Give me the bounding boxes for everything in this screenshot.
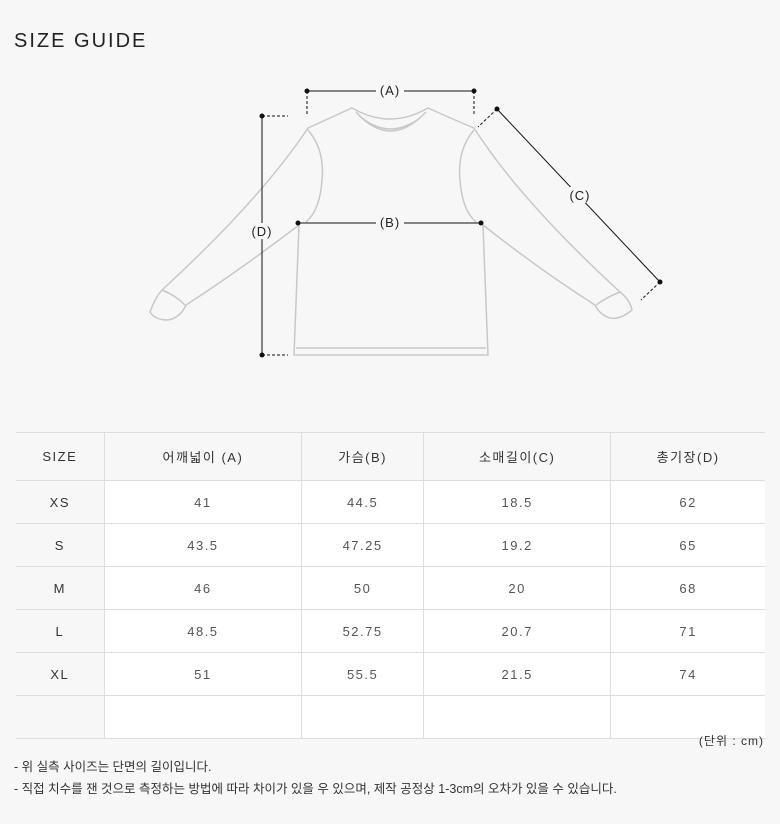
table-row: XL 51 55.5 21.5 74 xyxy=(16,652,765,696)
table-cell xyxy=(103,695,303,739)
table-cell: 21.5 xyxy=(423,652,612,696)
measure-lines xyxy=(259,88,663,358)
table-cell: 71 xyxy=(610,609,765,653)
table-cell xyxy=(16,695,105,739)
table-cell: 41 xyxy=(103,480,303,524)
table-cell: 50 xyxy=(301,566,425,610)
size-table: SIZE 어깨넓이 (A) 가슴(B) 소매길이(C) 총기장(D) XS 41 4… xyxy=(16,432,765,739)
label-a: (A) xyxy=(380,83,400,98)
table-cell: 19.2 xyxy=(423,523,612,567)
table-cell: 43.5 xyxy=(103,523,303,567)
table-row: S 43.5 47.25 19.2 65 xyxy=(16,523,765,567)
table-cell xyxy=(301,695,425,739)
table-cell: 20 xyxy=(423,566,612,610)
label-d: (D) xyxy=(251,224,272,239)
table-row xyxy=(16,695,765,739)
table-cell: L xyxy=(16,609,105,653)
table-cell: 62 xyxy=(610,480,765,524)
table-cell: 68 xyxy=(610,566,765,610)
table-cell: 51 xyxy=(103,652,303,696)
header-sleeve: 소매길이(C) xyxy=(423,432,612,481)
header-chest: 가슴(B) xyxy=(301,432,425,481)
table-cell: 65 xyxy=(610,523,765,567)
table-cell: 44.5 xyxy=(301,480,425,524)
header-shoulder: 어깨넓이 (A) xyxy=(103,432,303,481)
table-cell xyxy=(610,695,765,739)
table-cell: 18.5 xyxy=(423,480,612,524)
table-cell: 74 xyxy=(610,652,765,696)
table-cell: 48.5 xyxy=(103,609,303,653)
table-cell: 52.75 xyxy=(301,609,425,653)
table-cell: 47.25 xyxy=(301,523,425,567)
page-title: SIZE GUIDE xyxy=(14,30,148,52)
table-cell: S xyxy=(16,523,105,567)
table-cell: XL xyxy=(16,652,105,696)
table-cell: 46 xyxy=(103,566,303,610)
table-cell: XS xyxy=(16,480,105,524)
table-cell: M xyxy=(16,566,105,610)
label-c: (C) xyxy=(569,188,590,203)
header-length: 총기장(D) xyxy=(610,432,765,481)
sweater-diagram: (A) (B) (C) (D) xyxy=(149,82,663,358)
unit-label: (단위 : cm) xyxy=(698,734,764,748)
table-row: XS 41 44.5 18.5 62 xyxy=(16,480,765,524)
table-header: SIZE 어깨넓이 (A) 가슴(B) 소매길이(C) 총기장(D) xyxy=(16,432,765,481)
table-cell: 20.7 xyxy=(423,609,612,653)
table-row: M 46 50 20 68 xyxy=(16,566,765,610)
sweater-outline xyxy=(149,107,633,356)
table-row: L 48.5 52.75 20.7 71 xyxy=(16,609,765,653)
header-size: SIZE xyxy=(16,432,105,481)
label-b: (B) xyxy=(380,215,400,230)
table-cell xyxy=(423,695,612,739)
note: - 직접 치수를 잰 것으로 측정하는 방법에 따라 차이가 있을 우 있으며,… xyxy=(14,782,617,796)
note: - 위 실측 사이즈는 단면의 길이입니다. xyxy=(14,760,212,774)
table-cell: 55.5 xyxy=(301,652,425,696)
